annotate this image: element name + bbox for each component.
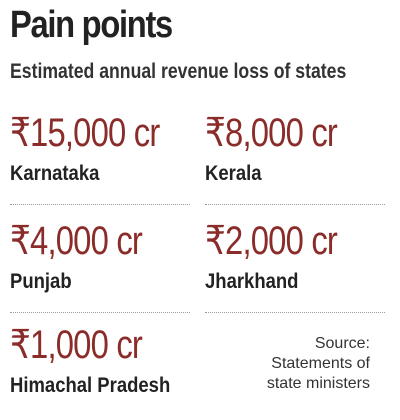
state-name: Karnataka (10, 162, 100, 185)
revenue-loss-value: ₹4,000 cr (10, 219, 143, 263)
state-name: Jharkhand (205, 270, 299, 293)
revenue-loss-value: ₹15,000 cr (10, 111, 160, 155)
state-revenue-cell: ₹2,000 cr Jharkhand (205, 218, 395, 300)
revenue-loss-value: ₹2,000 cr (205, 219, 338, 263)
state-revenue-cell: ₹8,000 cr Kerala (205, 110, 395, 192)
source-note: Source: Statements of state ministers (267, 334, 370, 394)
state-name: Kerala (205, 162, 262, 185)
source-line: Source: (314, 335, 370, 352)
revenue-loss-value: ₹1,000 cr (10, 323, 143, 367)
row-divider (10, 204, 190, 205)
state-revenue-cell: ₹1,000 cr Himachal Pradesh (10, 322, 200, 404)
row-divider (205, 312, 385, 313)
state-name: Himachal Pradesh (10, 374, 171, 397)
chart-title: Pain points (10, 4, 173, 46)
state-revenue-cell: ₹15,000 cr Karnataka (10, 110, 200, 192)
chart-subtitle: Estimated annual revenue loss of states (10, 60, 347, 83)
state-revenue-cell: ₹4,000 cr Punjab (10, 218, 200, 300)
state-name: Punjab (10, 270, 72, 293)
revenue-loss-value: ₹8,000 cr (205, 111, 338, 155)
row-divider (10, 312, 190, 313)
source-line: Statements of (271, 355, 370, 372)
source-line: state ministers (266, 375, 370, 392)
row-divider (205, 204, 385, 205)
